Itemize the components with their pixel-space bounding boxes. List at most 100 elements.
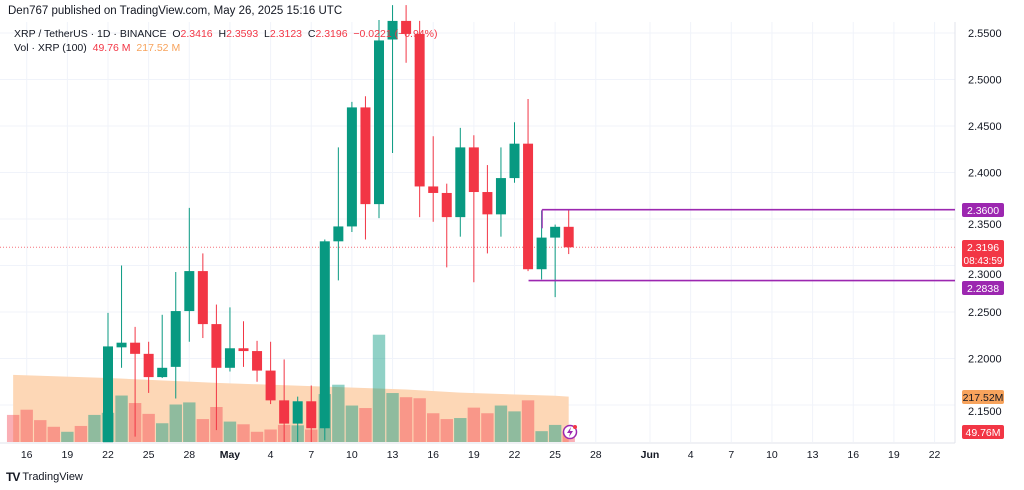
volume-bar xyxy=(34,420,47,442)
volume-bar xyxy=(413,398,426,442)
date-tick-label: 22 xyxy=(929,449,941,461)
date-tick-label: 4 xyxy=(268,449,274,461)
candle xyxy=(211,304,222,431)
volume-bar xyxy=(61,431,74,442)
candle-body xyxy=(360,107,371,205)
candle xyxy=(170,272,181,399)
date-tick-label: 13 xyxy=(387,449,399,461)
candle-body xyxy=(495,178,506,215)
volume-bar xyxy=(372,334,386,442)
lightning-icon-bolt xyxy=(567,427,573,437)
date-tick-label: 13 xyxy=(807,449,819,461)
level-price-label: 2.2838 xyxy=(967,283,999,295)
candle xyxy=(387,5,398,153)
volume-label-bg xyxy=(962,425,1004,439)
candle xyxy=(279,359,290,442)
candle xyxy=(116,265,127,368)
date-tick-label: May xyxy=(220,449,241,461)
candle-body xyxy=(103,346,113,443)
volume-bar xyxy=(440,419,453,442)
volume-bar xyxy=(250,431,264,442)
candle-body xyxy=(143,353,154,378)
chart-legend: XRP / TetherUS · 1D · BINANCE O2.3416 H2… xyxy=(14,27,437,55)
candle-body xyxy=(468,147,479,193)
candle-body xyxy=(414,33,425,187)
candle-body xyxy=(346,107,357,227)
candle-body xyxy=(197,271,208,325)
volume-bar xyxy=(264,429,277,442)
candle-body xyxy=(157,367,168,378)
price-tick-label: 2.5500 xyxy=(968,28,1002,40)
candle xyxy=(523,99,534,272)
candle-body xyxy=(306,401,317,429)
date-tick-label: 10 xyxy=(766,449,778,461)
candle xyxy=(482,165,493,254)
volume-label[interactable]: Vol · XRP (100) xyxy=(14,42,87,54)
candle-body xyxy=(211,324,222,368)
level-price-label-bg xyxy=(962,281,1004,295)
volume-bar xyxy=(237,424,250,442)
candle-body xyxy=(170,311,181,367)
date-tick-label: 22 xyxy=(509,449,521,461)
candle xyxy=(468,135,479,283)
date-tick-label: 19 xyxy=(62,449,74,461)
symbol-label[interactable]: XRP / TetherUS · 1D · BINANCE xyxy=(14,28,167,40)
candle xyxy=(428,136,439,222)
candle-body xyxy=(130,342,141,354)
volume-bar xyxy=(427,413,440,442)
candle xyxy=(197,253,208,339)
candle-body xyxy=(428,186,439,193)
candle-body xyxy=(441,192,452,218)
volume-bar xyxy=(386,393,399,442)
candle xyxy=(143,341,154,393)
volume-bar xyxy=(399,397,413,442)
candle-body xyxy=(279,400,290,424)
publish-info: Den767 published on TradingView.com, May… xyxy=(8,5,343,17)
date-tick-label: 28 xyxy=(183,449,195,461)
price-tick-label: 2.4500 xyxy=(968,121,1002,133)
volume-bar xyxy=(74,425,88,442)
lightning-icon xyxy=(562,424,578,440)
candle xyxy=(563,210,574,255)
volume-bar xyxy=(142,413,155,442)
last-price-label-bg xyxy=(962,240,1004,267)
date-tick-label: 4 xyxy=(688,449,694,461)
tv-logo-icon: TV xyxy=(6,470,20,484)
candle-body xyxy=(563,226,574,248)
candle-body xyxy=(482,192,493,215)
candle-body xyxy=(292,401,303,424)
candle xyxy=(184,207,195,342)
level-price-label-bg xyxy=(962,203,1004,217)
candle xyxy=(224,307,235,372)
candle-body xyxy=(455,147,466,218)
high-value: 2.3593 xyxy=(226,28,259,40)
candle xyxy=(509,122,520,183)
countdown-label: 08:43:59 xyxy=(964,256,1003,267)
candle xyxy=(401,5,412,63)
candle xyxy=(292,396,303,442)
candle-body xyxy=(319,241,330,429)
candle xyxy=(346,101,357,233)
candle-body xyxy=(509,143,520,179)
candle-body xyxy=(536,237,547,270)
date-tick-label: 7 xyxy=(308,449,314,461)
candle-body xyxy=(265,370,276,401)
close-label: C xyxy=(307,28,316,40)
candle xyxy=(252,340,263,382)
date-tick-label: 28 xyxy=(590,449,602,461)
volume-bar xyxy=(345,405,359,442)
volume-ma-value: 217.52 M xyxy=(136,42,181,54)
volume-bar xyxy=(359,408,372,442)
low-label: L xyxy=(264,28,270,40)
volume-ma-label: 217.52M xyxy=(963,392,1004,404)
open-value: 2.3416 xyxy=(180,28,213,40)
candle xyxy=(130,326,141,437)
volume-bar xyxy=(521,400,535,442)
candle xyxy=(374,19,384,219)
brand-label: TradingView xyxy=(22,471,83,483)
volume-bar xyxy=(183,402,196,442)
price-tick-label: 2.5000 xyxy=(968,75,1002,87)
volume-value: 49.76 M xyxy=(92,42,131,54)
last-price-label: 2.3196 xyxy=(967,242,999,254)
